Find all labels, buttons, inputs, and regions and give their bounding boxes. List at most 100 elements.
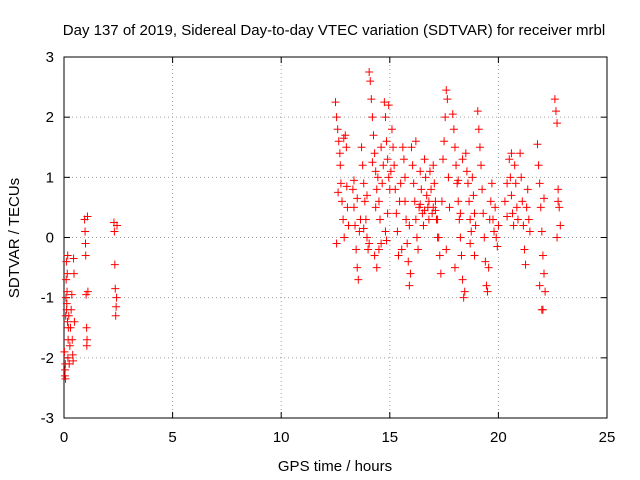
data-point: [336, 179, 345, 188]
data-point: [466, 239, 475, 248]
data-point: [62, 257, 71, 266]
data-point: [405, 221, 414, 230]
data-point: [63, 287, 72, 296]
data-point: [405, 281, 414, 290]
data-point: [513, 215, 522, 224]
data-point: [430, 179, 439, 188]
data-point: [503, 179, 512, 188]
data-point: [331, 98, 340, 107]
data-point: [510, 161, 519, 170]
data-point: [457, 251, 466, 260]
data-point: [550, 95, 559, 104]
data-point: [467, 227, 476, 236]
data-point: [401, 173, 410, 182]
data-point: [445, 203, 454, 212]
data-point: [417, 185, 426, 194]
data-point: [506, 173, 515, 182]
data-point: [110, 227, 119, 236]
data-point: [470, 209, 479, 218]
data-point: [435, 251, 444, 260]
x-tick-label-4: 20: [490, 429, 507, 446]
data-point: [519, 221, 528, 230]
data-point: [491, 203, 500, 212]
data-point: [373, 173, 382, 182]
data-point: [462, 167, 471, 176]
data-point: [555, 203, 564, 212]
data-point: [81, 251, 90, 260]
x-axis-label: GPS time / hours: [278, 458, 392, 475]
data-point: [360, 197, 369, 206]
data-point: [332, 113, 341, 122]
data-point: [61, 374, 70, 383]
data-point: [533, 140, 542, 149]
data-point: [384, 173, 393, 182]
data-point: [422, 191, 431, 200]
data-point: [463, 179, 472, 188]
data-point: [521, 260, 530, 269]
data-point: [334, 188, 343, 197]
data-point: [371, 203, 380, 212]
data-point: [370, 149, 379, 158]
data-point: [383, 155, 392, 164]
data-point: [477, 161, 486, 170]
data-point: [449, 125, 458, 134]
data-point: [455, 215, 464, 224]
y-tick-label-0: -3: [41, 410, 54, 427]
data-point: [348, 185, 357, 194]
data-point: [396, 179, 405, 188]
data-point: [111, 311, 120, 320]
data-point: [110, 260, 119, 269]
data-point: [535, 179, 544, 188]
data-point: [473, 107, 482, 116]
data-point: [383, 209, 392, 218]
data-point: [342, 182, 351, 191]
data-point: [441, 113, 450, 122]
data-point: [355, 227, 364, 236]
data-point: [65, 341, 74, 350]
data-point: [410, 197, 419, 206]
data-point: [536, 203, 545, 212]
data-point: [378, 179, 387, 188]
data-point: [520, 245, 529, 254]
data-point: [342, 143, 351, 152]
data-point: [517, 173, 526, 182]
data-point: [362, 233, 371, 242]
data-point: [535, 281, 544, 290]
data-point: [336, 161, 345, 170]
data-point: [440, 137, 449, 146]
data-point: [412, 233, 421, 242]
data-point: [522, 203, 531, 212]
data-point: [357, 143, 366, 152]
data-point: [349, 203, 358, 212]
data-point: [398, 143, 407, 152]
data-point: [381, 113, 390, 122]
y-tick-label-1: -2: [41, 350, 54, 367]
data-point: [475, 143, 484, 152]
data-point: [379, 161, 388, 170]
data-point: [456, 209, 465, 218]
data-point: [481, 257, 490, 266]
data-point: [362, 191, 371, 200]
data-point: [380, 98, 389, 107]
data-point: [525, 227, 534, 236]
data-point: [399, 155, 408, 164]
data-point: [492, 233, 501, 242]
data-point: [480, 233, 489, 242]
y-tick-label-6: 3: [46, 49, 54, 66]
data-point: [507, 191, 516, 200]
data-point: [509, 221, 518, 230]
data-point: [454, 176, 463, 185]
data-point: [490, 227, 499, 236]
data-point: [429, 161, 438, 170]
data-point: [494, 221, 503, 230]
data-point: [69, 254, 78, 263]
data-point: [61, 293, 70, 302]
data-point: [403, 239, 412, 248]
data-point: [62, 299, 71, 308]
data-point: [67, 290, 76, 299]
data-point: [468, 173, 477, 182]
data-point: [62, 275, 71, 284]
data-point: [433, 215, 442, 224]
x-tick-label-0: 0: [60, 429, 68, 446]
data-point: [83, 287, 92, 296]
